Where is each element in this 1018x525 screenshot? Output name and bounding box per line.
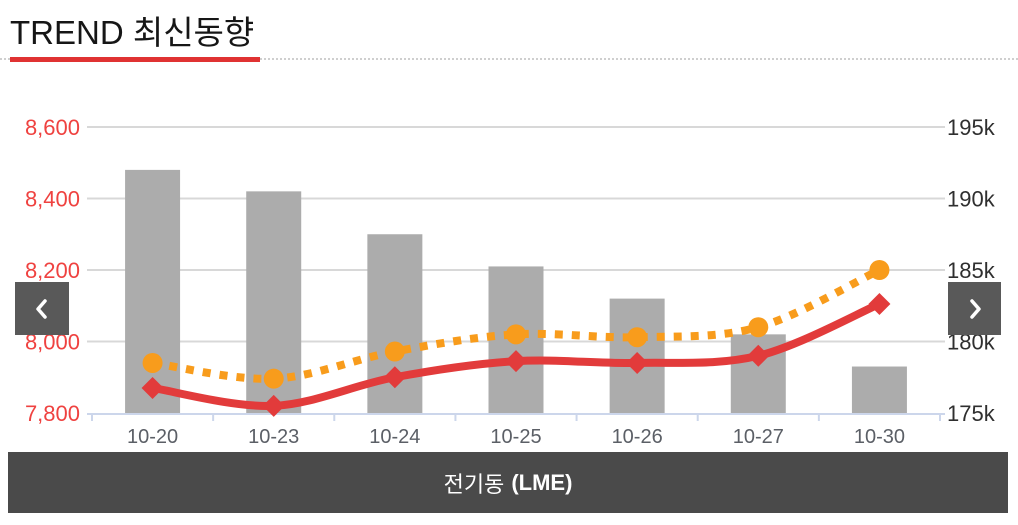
left-axis-label: 8,600 — [25, 115, 80, 140]
diamond-marker — [141, 376, 164, 399]
diamond-marker — [262, 394, 285, 417]
circle-marker — [869, 260, 890, 280]
x-axis-label: 10-26 — [612, 426, 663, 448]
right-axis-label: 195k — [947, 115, 996, 140]
title-underline — [0, 57, 1018, 62]
left-axis-label: 8,200 — [25, 258, 80, 283]
diamond-marker — [747, 344, 770, 367]
footer-exchange-label: (LME) — [511, 469, 573, 495]
chevron-left-icon — [36, 298, 47, 319]
x-axis-label: 10-25 — [490, 426, 541, 448]
page-title: TREND 최신동향 — [10, 14, 255, 51]
circle-marker — [627, 327, 648, 348]
left-axis-label: 8,400 — [25, 187, 80, 212]
diamond-marker — [626, 351, 649, 374]
x-axis-label: 10-23 — [248, 426, 299, 448]
circle-marker — [506, 324, 526, 345]
prev-button[interactable] — [15, 282, 69, 335]
circle-marker — [384, 341, 405, 362]
diamond-marker — [868, 292, 891, 315]
circle-marker — [748, 317, 769, 338]
title-underline-accent — [10, 57, 260, 62]
right-axis-label: 185k — [947, 258, 996, 283]
next-button[interactable] — [948, 282, 1001, 335]
chart-footer: 전기동 (LME) — [8, 452, 1008, 513]
x-axis-label: 10-24 — [369, 426, 420, 448]
right-axis-label: 190k — [947, 187, 996, 212]
right-axis-label: 175k — [947, 401, 996, 426]
circle-marker — [142, 352, 163, 373]
x-axis-label: 10-30 — [854, 426, 905, 448]
x-axis-label: 10-20 — [127, 426, 178, 448]
diamond-marker — [383, 366, 406, 389]
chevron-right-icon — [969, 298, 981, 319]
diamond-marker — [505, 350, 527, 373]
bar — [851, 366, 907, 413]
circle-marker — [263, 368, 284, 389]
left-axis-label: 7,800 — [25, 401, 80, 426]
x-axis-label: 10-27 — [733, 426, 784, 448]
trend-combo-chart: 7,8008,0008,2008,4008,600175k180k185k190… — [25, 115, 996, 448]
bar — [125, 169, 181, 413]
footer-instrument-label: 전기동 — [443, 471, 505, 497]
